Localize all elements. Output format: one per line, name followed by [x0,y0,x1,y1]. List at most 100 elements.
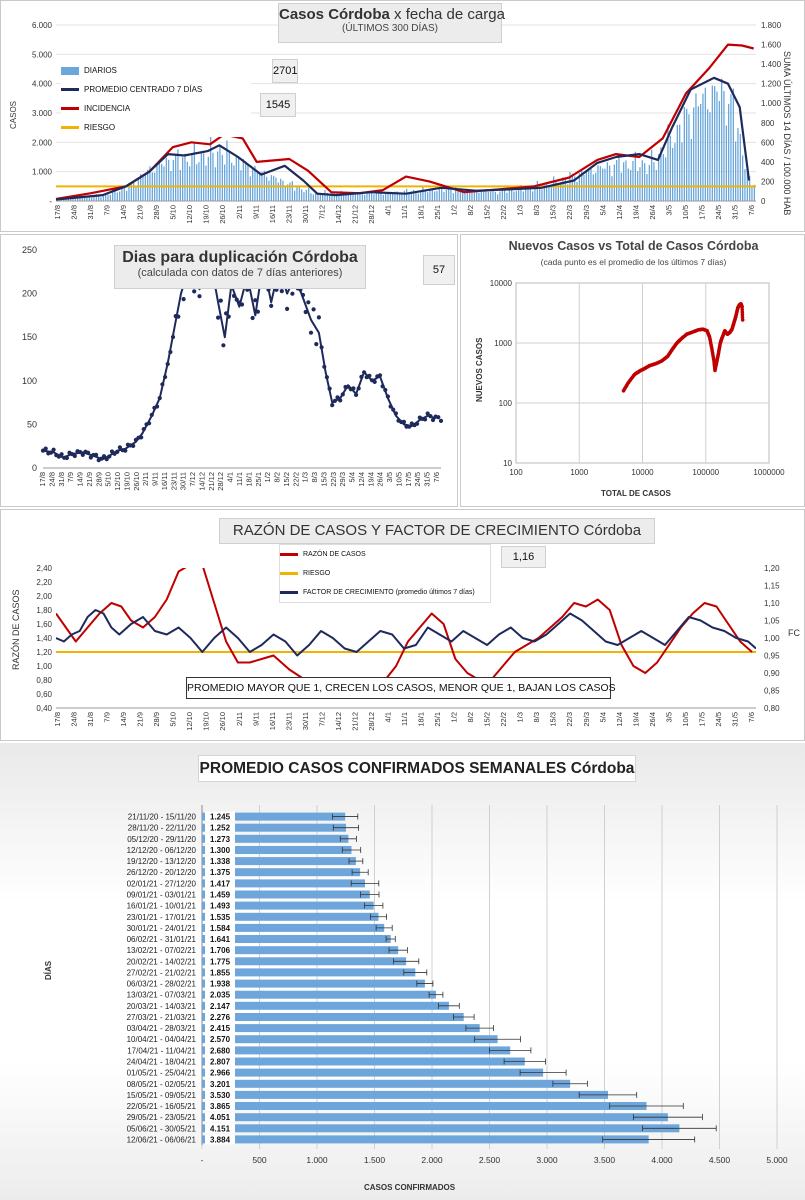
bar-diario [163,166,165,201]
week-bar [202,957,407,966]
duplicacion-point [306,300,311,305]
bar-diario [641,160,643,201]
bar-diario [483,190,485,201]
legend-swatch-red [280,553,298,556]
value-label-bg [205,989,235,1000]
x-tick-label: 17/5 [697,712,706,727]
legend-label: INCIDENCIA [84,104,131,113]
nuevos-chart-subtitle: (cada punto es el promedio de los último… [540,257,727,267]
bar-diario [527,186,529,201]
bar-diario [413,189,415,201]
bar-diario [618,157,620,201]
bar-diario [324,190,326,201]
bar-value-label: 2.147 [210,1002,231,1011]
duplicacion-point [322,364,327,369]
incidencia-line [55,43,754,201]
week-category-label: 19/12/20 - 13/12/20 [127,857,197,866]
duplicacion-point [234,297,239,302]
x-tick-label: 31/5 [731,205,740,220]
bar-diario [200,151,202,201]
x-tick-label: 1/2 [450,205,459,215]
bar-diario [284,186,286,201]
week-bar [202,923,385,932]
x-tick-label: 24/5 [413,472,422,487]
bar-diario [305,189,307,201]
x-tick-label: 15/2 [483,712,492,727]
bar-value-label: 3.865 [210,1102,231,1111]
bar-diario [214,167,216,201]
duplicacion-point [428,414,433,419]
week-category-label: 13/02/21 - 07/02/21 [127,946,197,955]
bar-value-label: 1.417 [210,879,231,888]
bar-diario [140,174,142,201]
bar-diario [604,168,606,201]
bar-diario [662,154,664,201]
y-tick-label: 100 [499,399,513,408]
duplicacion-point [356,386,361,391]
y-tick-label: 50 [27,419,37,429]
bar-diario [322,193,324,201]
bar-diario [217,151,219,201]
razon-value: 1,16 [501,546,546,568]
x-tick-label: 5/4 [598,205,607,215]
value-label-bg [205,911,235,922]
bar-diario [270,175,272,201]
duplicacion-point [425,411,430,416]
week-bar [202,879,365,888]
bar-diario [207,156,209,201]
duplicacion-point [332,398,337,403]
value-label-bg [205,945,235,956]
bar-diario [660,147,662,201]
bar-diario [165,157,167,201]
bar-diario [317,192,319,201]
x-tick-label: 29/3 [338,472,347,487]
duplicacion-point [149,412,154,417]
bar-diario [508,189,510,201]
bar-diario [560,182,562,201]
bar-diario [462,192,464,201]
bar-diario [352,192,354,201]
razon-line [56,568,753,699]
bar-diario [522,191,524,201]
week-category-label: 06/02/21 - 31/01/21 [127,935,197,944]
bar-diario [532,191,534,201]
bar-diario [420,190,422,201]
y-tick-label: 0 [32,463,37,473]
bar-diario [177,149,179,201]
duplicacion-point [101,454,107,459]
bar-diario [193,142,195,201]
legend-item-diarios: DIARIOS [61,61,251,80]
y-tick-label: 250 [22,245,37,255]
bar-diario [623,162,625,201]
x-tick-label: 5/10 [169,205,178,220]
bar-diario [653,162,655,201]
bar-diario [116,192,118,201]
bar-diario [534,186,536,201]
x-tick-label: 17/8 [38,472,47,487]
bar-diario [235,156,237,201]
bar-diario [501,190,503,201]
x-tick-label: 12/4 [357,472,366,487]
x-tick-label: 1000000 [753,468,785,477]
x-tick-label: 3/5 [664,205,673,215]
bar-diario [408,194,410,201]
x-tick-label: 8/3 [310,472,319,482]
x-tick-label: 1/3 [516,712,525,722]
x-tick-label: 5/4 [348,472,357,482]
bar-diario [497,194,499,201]
bar-diario [336,193,338,201]
nuevos-chart-panel: 100 1000 10000 100000 1000000 10 100 1000 10000 … [460,234,805,507]
bar-value-label: 1.584 [210,924,231,933]
bar-diario [478,192,480,201]
bar-diario [373,194,375,201]
week-category-label: 10/04/21 - 04/04/21 [127,1035,197,1044]
duplicacion-point [48,450,54,455]
bar-diario [368,192,370,201]
bar-diario [144,174,146,201]
bar-diario [319,194,321,201]
x-tick-label: 7/12 [317,712,326,727]
week-category-label: 05/06/21 - 30/05/21 [127,1124,197,1133]
duplicacion-point [290,291,295,296]
bar-diario [576,182,578,201]
bar-diario [298,186,300,201]
